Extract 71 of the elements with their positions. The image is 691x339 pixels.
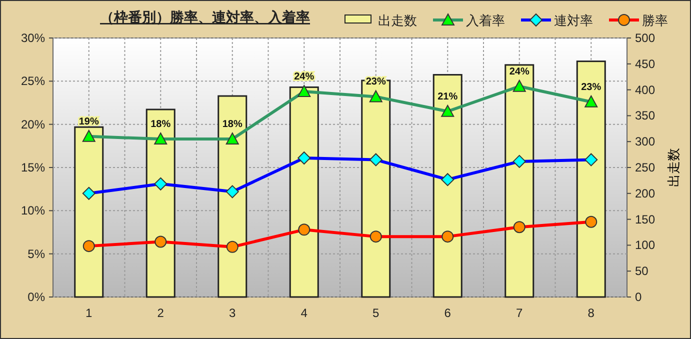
point <box>82 186 96 200</box>
point <box>154 236 167 248</box>
legend-label: 出走数 <box>378 13 417 28</box>
data-label: 23% <box>581 82 602 93</box>
y-tick-label: 25% <box>20 74 46 88</box>
point <box>369 90 382 102</box>
bar <box>289 86 319 298</box>
y-tick-label: 10% <box>20 204 46 218</box>
data-label: 18% <box>222 119 242 130</box>
bar <box>146 108 176 298</box>
point <box>370 230 382 243</box>
point <box>82 240 95 252</box>
y-tick-label: 20% <box>20 117 46 132</box>
x-tick-label: 8 <box>588 306 595 320</box>
point <box>585 216 598 228</box>
x-tick-label: 2 <box>157 306 164 320</box>
legend-label: 入着率 <box>466 13 505 28</box>
point <box>82 130 96 142</box>
bar <box>361 80 391 298</box>
point <box>369 153 382 166</box>
y-tick-label: 15% <box>20 160 46 174</box>
point <box>154 132 168 145</box>
bar <box>74 126 104 298</box>
legend-label: 連対率 <box>554 13 593 28</box>
point <box>298 85 311 98</box>
point <box>442 230 454 243</box>
point <box>512 154 526 168</box>
point <box>441 173 454 186</box>
x-tick-label: 1 <box>86 306 93 320</box>
x-tick-label: 6 <box>444 306 452 320</box>
y2-tick-label: 300 <box>635 134 656 149</box>
bar <box>218 95 248 298</box>
bar <box>576 60 606 298</box>
point <box>226 185 239 198</box>
data-label: 19% <box>78 116 99 128</box>
data-label: 21% <box>438 91 458 102</box>
y-tick-label: 5% <box>28 246 46 261</box>
point <box>298 224 310 236</box>
y2-tick-label: 400 <box>635 82 656 97</box>
point <box>226 132 239 145</box>
y2-tick-label: 0 <box>635 290 642 304</box>
y2-tick-label: 250 <box>635 160 656 174</box>
y2-tick-label: 200 <box>635 186 656 200</box>
data-label: 24% <box>509 66 530 78</box>
point <box>584 95 598 108</box>
bar <box>504 64 534 298</box>
x-tick-label: 3 <box>229 306 236 320</box>
y2-tick-label: 50 <box>635 264 649 278</box>
y2-tick-label: 500 <box>635 31 656 45</box>
point <box>154 177 168 190</box>
point <box>441 104 454 117</box>
point <box>298 152 311 165</box>
y2-tick-label: 350 <box>635 108 656 123</box>
x-tick-label: 7 <box>516 306 524 320</box>
x-tick-label: 5 <box>372 306 380 320</box>
legend-label: 勝率 <box>642 13 668 28</box>
y2-tick-label: 150 <box>635 212 656 226</box>
bar <box>432 74 462 298</box>
point <box>584 153 598 166</box>
y2-tick-label: 100 <box>635 238 656 252</box>
y-tick-label: 0% <box>28 290 46 304</box>
data-label: 18% <box>150 119 171 130</box>
point <box>226 240 238 253</box>
y2-axis-title: 出走数 <box>666 148 681 187</box>
x-tick-label: 4 <box>300 306 308 320</box>
chart-title: （枠番別）勝率、連対率、入着率 <box>100 9 310 25</box>
point <box>512 80 526 92</box>
data-label: 24% <box>294 72 314 83</box>
y2-tick-label: 450 <box>635 56 656 71</box>
y-tick-label: 30% <box>20 31 46 45</box>
point <box>513 221 526 234</box>
